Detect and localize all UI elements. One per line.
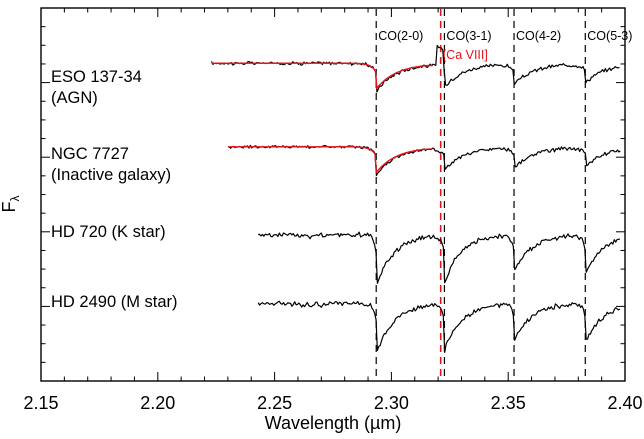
series-label: NGC 7727 (51, 145, 129, 163)
line-markers: CO(2-0) CO(3-1) CO(4-2) CO(5-3) [Ca VIII] (375, 9, 632, 380)
x-tick-label: 2.40 (607, 393, 642, 413)
series-label-sub: (AGN) (51, 89, 98, 107)
x-tick-labels: 2.15 2.20 2.25 2.30 2.35 2.40 (23, 393, 642, 413)
series-label: ESO 137-34 (51, 68, 142, 86)
spectrum-line (257, 300, 621, 353)
line-marker-label: CO(4-2) (516, 29, 561, 43)
y-axis-title-sub: λ (8, 196, 22, 202)
x-tick-label: 2.30 (374, 393, 409, 413)
fit-line (227, 146, 433, 174)
x-axis-title: Wavelength (µm) (265, 413, 402, 433)
axis-ticks (40, 7, 626, 382)
x-tick-label: 2.25 (257, 393, 292, 413)
y-axis-title: Fλ (0, 196, 22, 213)
spectrum-line (258, 231, 621, 284)
line-marker-label: [Ca VIII] (443, 48, 488, 62)
y-axis-title-main: F (0, 202, 19, 213)
line-marker-label: CO(3-1) (446, 29, 491, 43)
line-marker-label: CO(5-3) (587, 29, 632, 43)
object-labels: ESO 137-34 (AGN) NGC 7727 (Inactive galaxy)… (51, 68, 178, 311)
x-tick-label: 2.20 (140, 393, 175, 413)
line-marker-label: CO(2-0) (378, 29, 423, 43)
series-label: HD 720 (K star) (51, 223, 166, 241)
spectra (210, 44, 621, 353)
x-tick-label: 2.35 (491, 393, 526, 413)
fit-line (211, 62, 434, 90)
series-label: HD 2490 (M star) (51, 293, 178, 311)
series-label-sub: (Inactive galaxy) (51, 166, 171, 184)
spectrum-line (210, 44, 620, 93)
x-tick-label: 2.15 (23, 393, 58, 413)
